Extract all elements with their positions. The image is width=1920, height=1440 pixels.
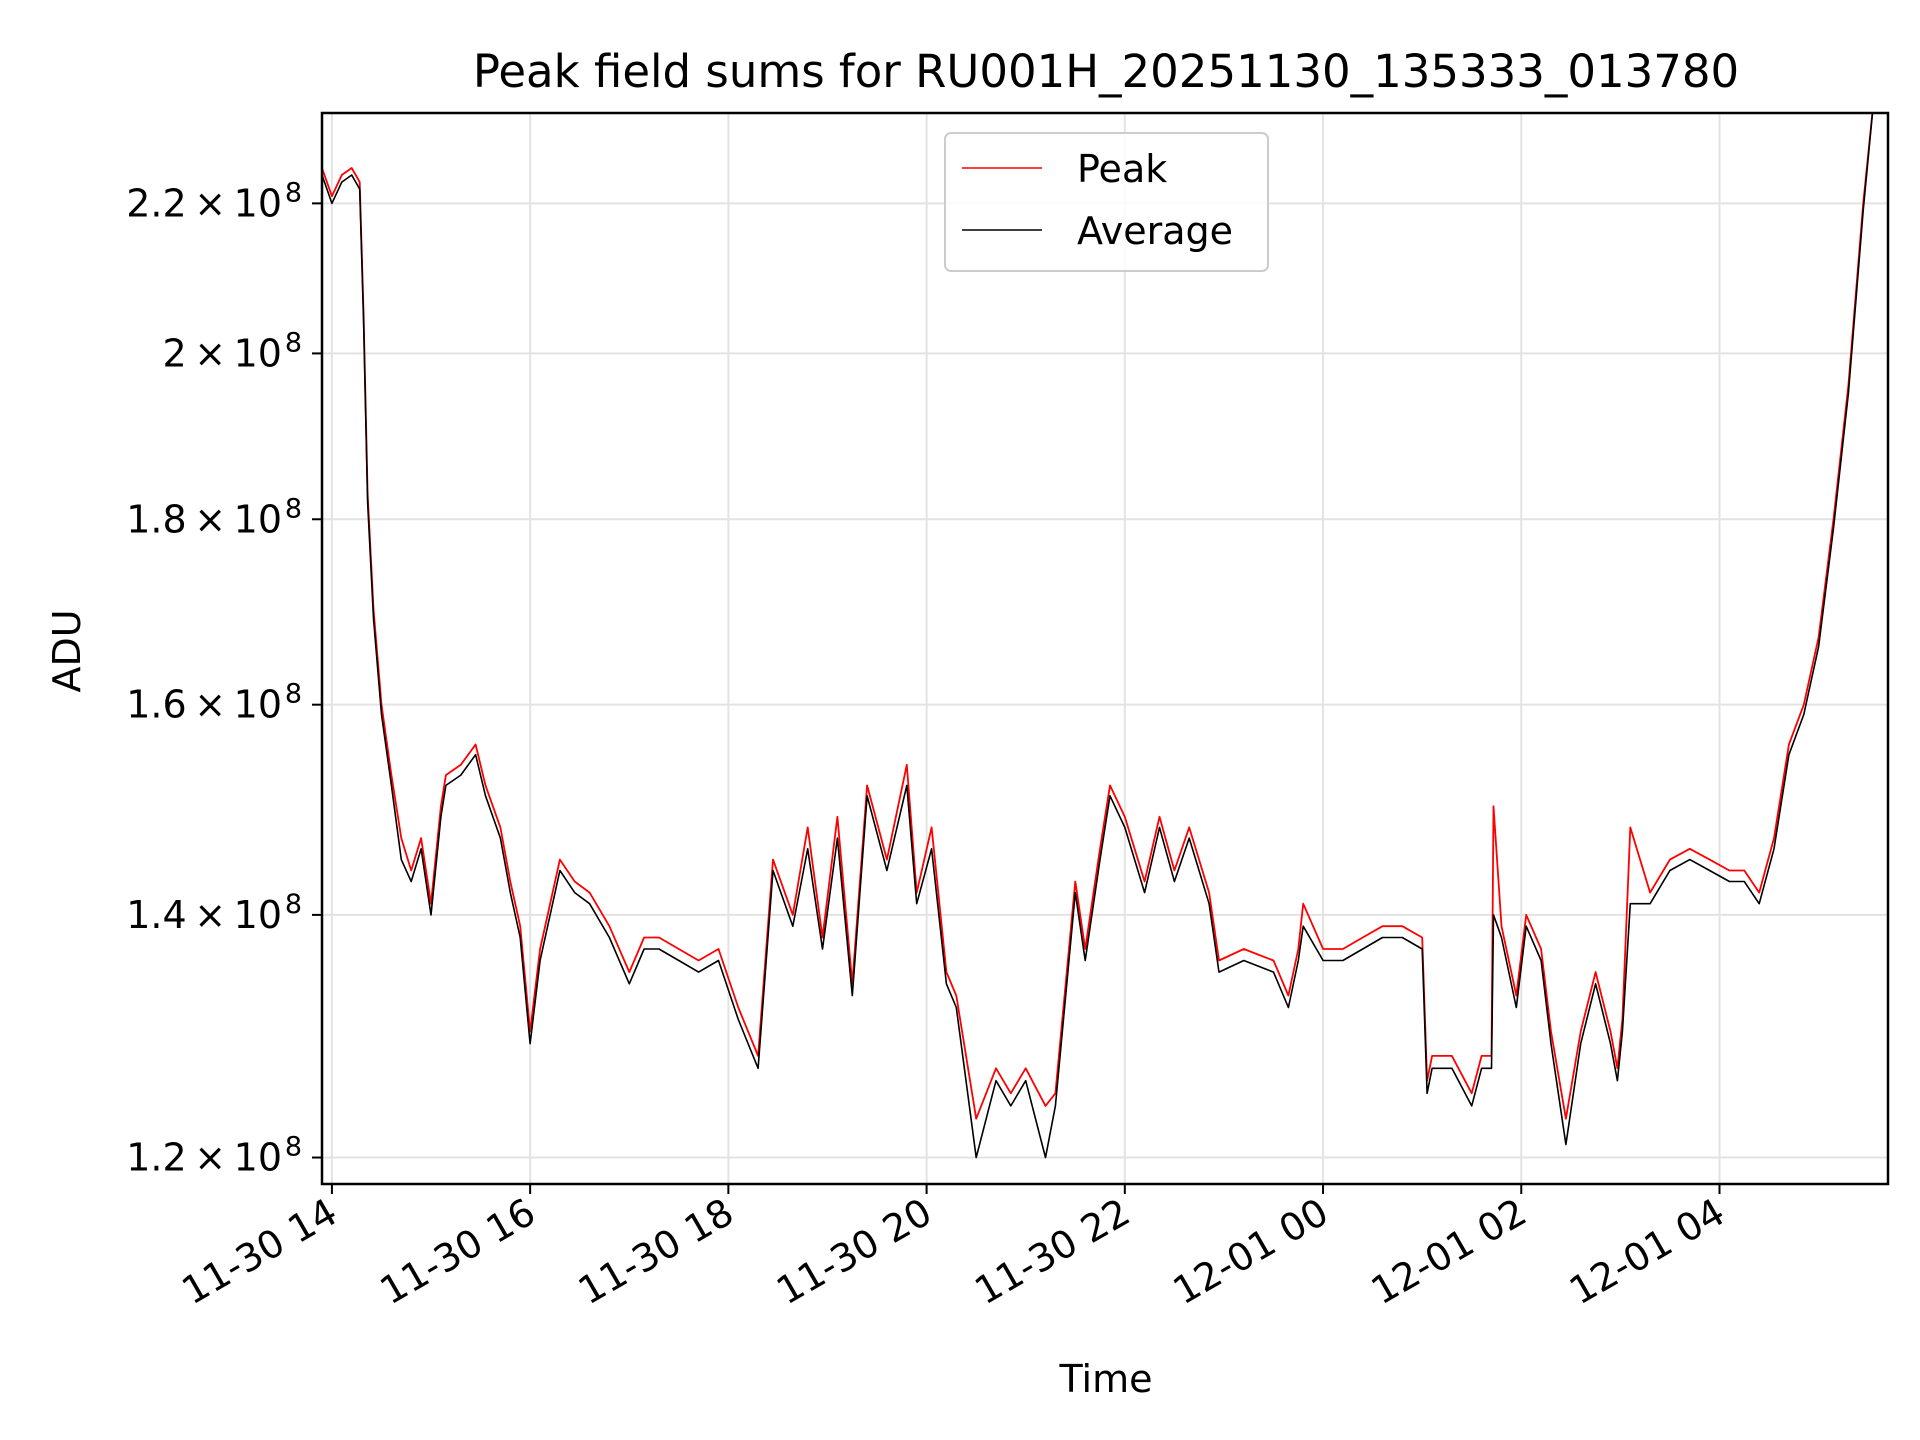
y-tick-label: 81.6 × 10 xyxy=(126,679,302,727)
series-line-average xyxy=(322,113,1874,1159)
legend: Peak Average xyxy=(944,132,1269,272)
y-tick-label: 81.2 × 10 xyxy=(126,1132,302,1180)
y-tick-mantissa: 1.2 × 10 xyxy=(126,1136,282,1180)
y-tick-label: 81.8 × 10 xyxy=(126,493,302,541)
y-tick-mantissa: 1.8 × 10 xyxy=(126,497,282,541)
legend-label-peak: Peak xyxy=(1077,147,1167,191)
y-tick-mantissa: 2 × 10 xyxy=(162,331,282,375)
y-tick-exponent: 8 xyxy=(285,889,302,920)
y-tick-label: 81.4 × 10 xyxy=(126,889,302,937)
y-tick-exponent: 8 xyxy=(285,493,302,524)
y-tick-label: 82 × 10 xyxy=(162,327,302,375)
axes-frame xyxy=(320,111,1890,1186)
y-tick-exponent: 8 xyxy=(285,679,302,710)
chart-title: Peak field sums for RU001H_20251130_1353… xyxy=(473,45,1739,98)
legend-label-average: Average xyxy=(1077,209,1233,253)
y-tick-exponent: 8 xyxy=(285,327,302,358)
y-axis-label: ADU xyxy=(45,609,89,692)
y-tick-mantissa: 2.2 × 10 xyxy=(126,181,282,225)
y-tick-label: 82.2 × 10 xyxy=(126,177,302,225)
y-tick-mantissa: 1.6 × 10 xyxy=(126,683,282,727)
y-tick-exponent: 8 xyxy=(285,177,302,208)
plot-area xyxy=(322,113,1874,1159)
y-tick-exponent: 8 xyxy=(285,1132,302,1163)
series-line-peak xyxy=(322,113,1874,1120)
y-tick-mantissa: 1.4 × 10 xyxy=(126,893,282,937)
x-axis-label: Time xyxy=(1059,1357,1153,1401)
